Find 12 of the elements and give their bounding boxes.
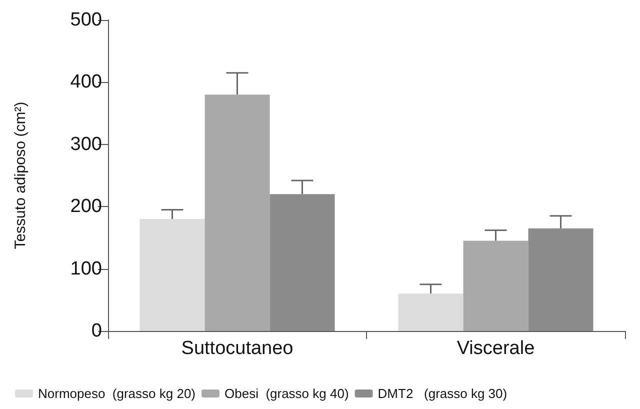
x-tick-label: Suttocutaneo (181, 338, 294, 359)
x-tick-label: Viscerale (456, 338, 535, 359)
legend-label: DMT2 (grasso kg 30) (378, 386, 508, 401)
y-tick-label: 500 (70, 10, 102, 30)
legend-label: Normopeso (grasso kg 20) (38, 386, 196, 401)
y-tick-label: 0 (91, 320, 102, 342)
legend-label: Obesi (grasso kg 40) (224, 386, 349, 401)
y-tick-label: 200 (70, 196, 102, 218)
y-tick-label: 300 (70, 134, 102, 155)
y-axis-title: Tessuto adiposo (cm²) (12, 102, 29, 250)
y-tick-label: 100 (70, 258, 102, 280)
y-tick-label: 400 (70, 72, 102, 93)
